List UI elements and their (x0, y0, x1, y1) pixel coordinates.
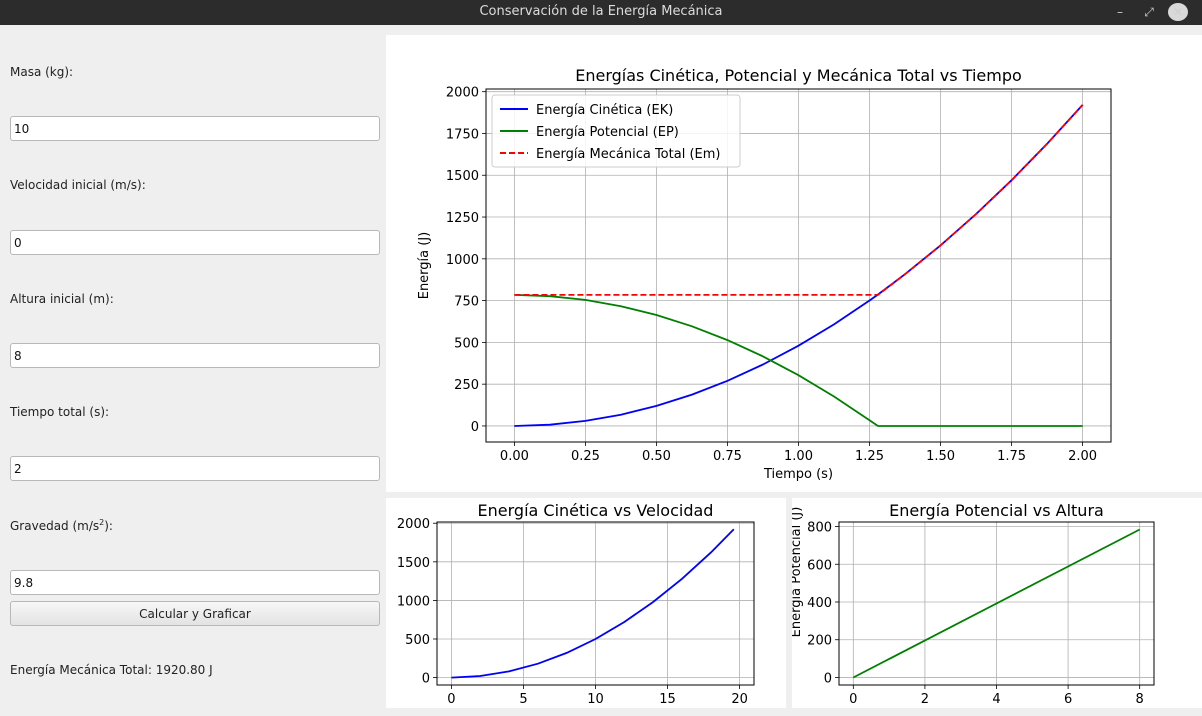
gravity-input[interactable] (10, 570, 380, 595)
height-input[interactable] (10, 343, 380, 368)
energy-time-plot: 0.00 0.25 0.50 0.75 1.00 1.25 1.50 1.75 2.00 0 250… (386, 35, 1202, 492)
energy-time-chart: 0.00 0.25 0.50 0.75 1.00 1.25 1.50 1.75 2.00 0 250… (417, 66, 1112, 482)
y-tick-label: 500 (454, 336, 479, 351)
gravity-label-text: Gravedad (m/s (10, 519, 100, 533)
height-label: Altura inicial (m): (10, 292, 114, 306)
velocity-label: Velocidad inicial (m/s): (10, 178, 146, 192)
window-title: Conservación de la Energía Mecánica (479, 4, 723, 19)
potential-height-plot: 0 2 4 6 8 0 200 400 600 800 Energía Potencial vs A… (789, 498, 1202, 708)
x-tick-label: 6 (1064, 692, 1072, 707)
x-axis-label: Tiempo (s) (763, 467, 833, 482)
series-line-2 (514, 104, 1084, 296)
total-energy-result: Energía Mecánica Total: 1920.80 J (10, 663, 213, 677)
input-panel: Masa (kg): Velocidad inicial (m/s): Altu… (0, 25, 386, 716)
x-tick-label: 8 (1136, 692, 1144, 707)
x-tick-label: 2 (921, 692, 929, 707)
y-tick-label: 750 (454, 295, 479, 310)
y-axis-label: Energía (J) (417, 232, 432, 300)
chart-title: Energía Potencial vs Altura (889, 501, 1104, 520)
y-axis-label: Energía Potencial (J) (792, 507, 804, 638)
mass-input[interactable] (10, 116, 380, 141)
x-tick-label: 1.00 (784, 449, 813, 464)
y-tick-label: 1250 (446, 211, 479, 226)
x-tick-label: 1.50 (926, 449, 955, 464)
legend-box (491, 94, 741, 168)
x-tick-label: 5 (519, 692, 527, 707)
y-tick-label: 1000 (397, 594, 430, 609)
time-input[interactable] (10, 456, 380, 481)
kinetic-velocity-plot: 0 5 10 15 20 0 500 1000 1500 2000 Energía Cinética… (386, 498, 786, 708)
y-tick-label: 1750 (446, 127, 479, 142)
y-tick-label: 2000 (397, 517, 430, 532)
x-tick-label: 10 (587, 692, 604, 707)
x-tick-label: 0.00 (500, 449, 529, 464)
y-tick-label: 0 (824, 671, 832, 686)
series-line-0 (852, 528, 1141, 679)
x-tick-label: 4 (992, 692, 1000, 707)
y-tick-label: 1500 (397, 556, 430, 571)
mass-label: Masa (kg): (10, 65, 74, 79)
x-tick-label: 0.50 (642, 449, 671, 464)
legend-entry-2: Energía Mecánica Total (Em) (536, 147, 720, 162)
x-tick-label: 0.25 (571, 449, 600, 464)
y-tick-label: 2000 (446, 86, 479, 101)
y-tick-label: 1500 (446, 169, 479, 184)
y-tick-label: 800 (807, 521, 832, 536)
series-line-1 (514, 294, 1083, 427)
y-tick-label: 600 (807, 558, 832, 573)
x-tick-label: 0 (849, 692, 857, 707)
x-tick-label: 15 (659, 692, 676, 707)
time-label: Tiempo total (s): (10, 405, 110, 419)
x-tick-label: 1.25 (855, 449, 884, 464)
kinetic-velocity-chart: 0 5 10 15 20 0 500 1000 1500 2000 Energía Cinética… (397, 501, 755, 707)
y-tick-label: 1000 (446, 253, 479, 268)
x-tick-label: 2.00 (1068, 449, 1097, 464)
close-icon[interactable]: ✕ (1168, 3, 1188, 21)
legend-entry-1: Energía Potencial (EP) (536, 125, 679, 140)
maximize-icon[interactable]: ⤢ (1144, 5, 1154, 19)
gravity-label-exponent: 2 (99, 518, 105, 527)
gravity-label: Gravedad (m/s2): (10, 518, 113, 533)
gravity-label-suffix: ): (104, 519, 113, 533)
y-tick-label: 200 (807, 634, 832, 649)
x-tick-label: 20 (731, 692, 748, 707)
y-tick-label: 0 (471, 420, 479, 435)
minimize-icon[interactable]: – (1117, 5, 1123, 19)
x-tick-label: 0 (447, 692, 455, 707)
y-tick-label: 0 (422, 672, 430, 687)
calculate-plot-button[interactable]: Calcular y Graficar (10, 601, 380, 626)
window-titlebar: Conservación de la Energía Mecánica – ⤢ … (0, 0, 1202, 25)
potential-height-chart: 0 2 4 6 8 0 200 400 600 800 Energía Potencial vs A… (789, 501, 1155, 707)
chart-title: Energía Cinética vs Velocidad (478, 501, 714, 520)
y-tick-label: 500 (405, 633, 430, 648)
legend-entry-0: Energía Cinética (EK) (536, 103, 673, 118)
y-tick-label: 250 (454, 378, 479, 393)
chart-title: Energías Cinética, Potencial y Mecánica … (575, 66, 1022, 85)
velocity-input[interactable] (10, 230, 380, 255)
x-tick-label: 1.75 (997, 449, 1026, 464)
y-tick-label: 400 (807, 596, 832, 611)
x-tick-label: 0.75 (713, 449, 742, 464)
series-line-0 (451, 528, 735, 679)
